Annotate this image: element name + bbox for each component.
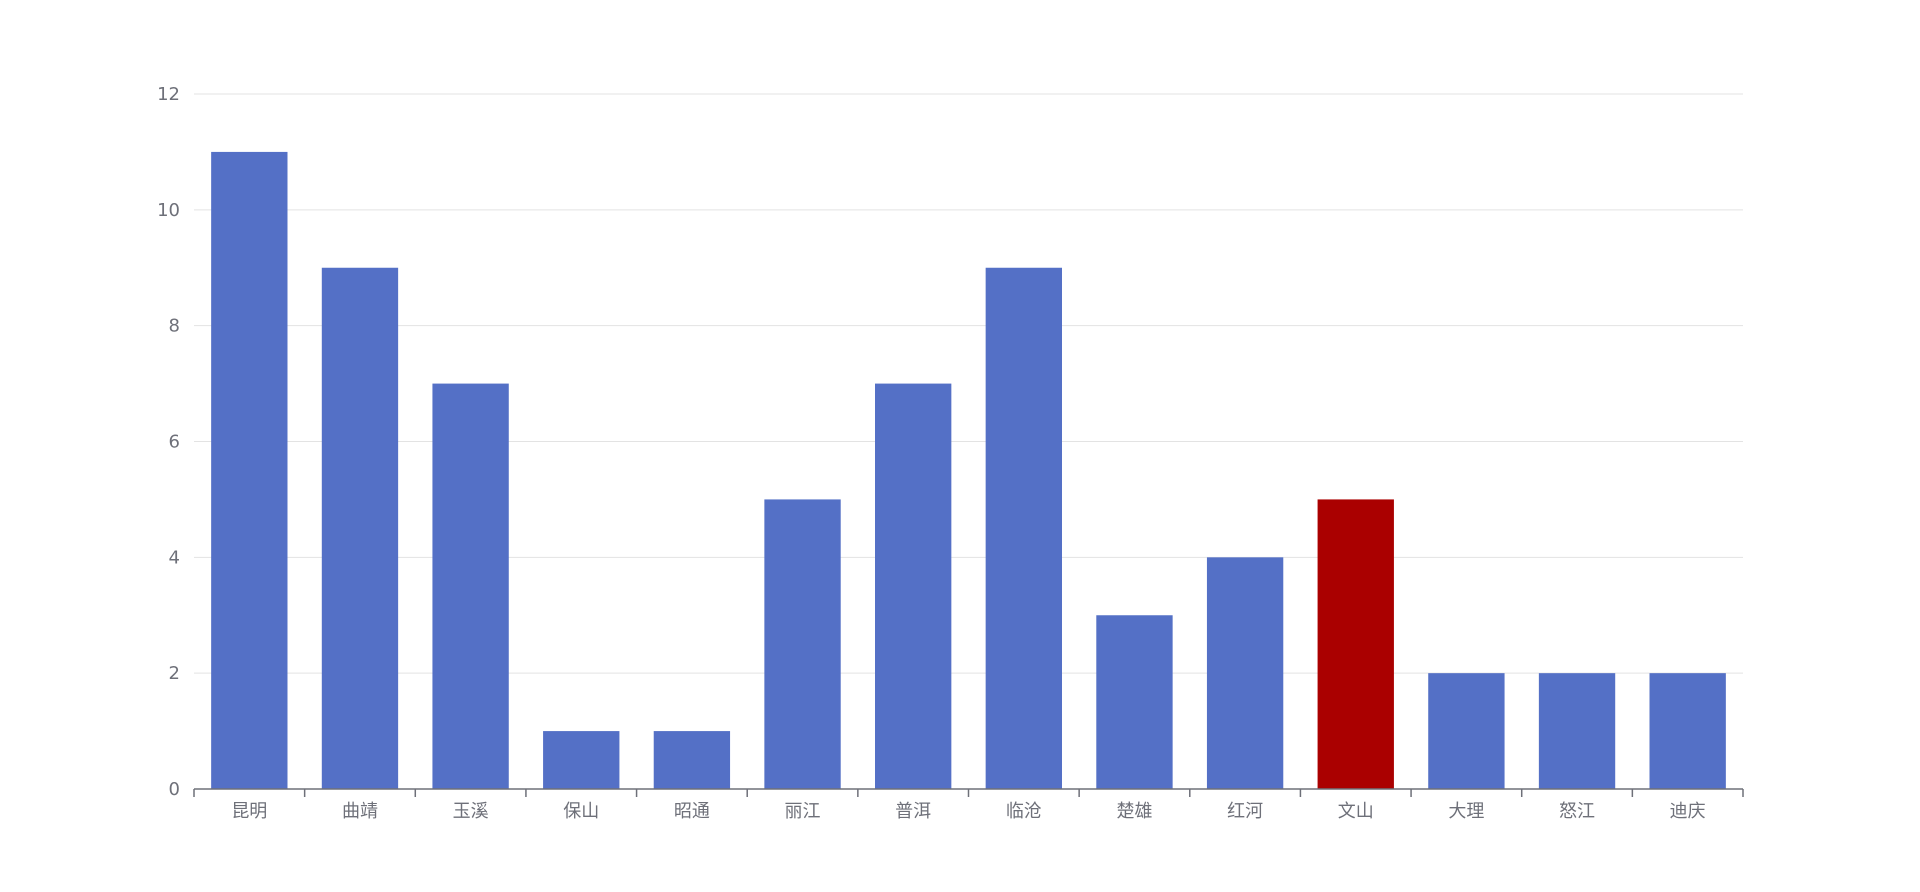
bar-0[interactable] bbox=[211, 151, 288, 789]
x-tick-label: 文山 bbox=[1338, 801, 1374, 822]
bar-1[interactable] bbox=[321, 267, 399, 789]
x-tick-label: 怒江 bbox=[1559, 801, 1595, 822]
bar-11[interactable] bbox=[1428, 673, 1505, 789]
x-tick-label: 楚雄 bbox=[1116, 801, 1152, 822]
bar-13[interactable] bbox=[1649, 673, 1726, 789]
y-tick-label: 0 bbox=[169, 779, 180, 800]
bar-7[interactable] bbox=[985, 267, 1062, 789]
bar-12[interactable] bbox=[1538, 673, 1616, 789]
y-tick-label: 12 bbox=[157, 84, 180, 105]
y-tick-label: 6 bbox=[169, 432, 180, 453]
y-tick-label: 2 bbox=[169, 663, 180, 684]
axes bbox=[193, 788, 1744, 797]
x-tick-label: 红河 bbox=[1227, 801, 1263, 822]
x-tick-label: 临沧 bbox=[1006, 801, 1042, 822]
x-tick-label: 大理 bbox=[1448, 801, 1484, 822]
bar-9[interactable] bbox=[1206, 557, 1284, 789]
y-tick-label: 4 bbox=[169, 547, 180, 568]
x-tick-label: 昆明 bbox=[231, 801, 267, 822]
x-tick-label: 昭通 bbox=[674, 801, 710, 822]
x-tick-label: 保山 bbox=[563, 801, 599, 822]
bar-3[interactable] bbox=[543, 731, 620, 789]
x-tick-label: 玉溪 bbox=[453, 801, 489, 822]
x-tick-label: 曲靖 bbox=[342, 801, 378, 822]
bar-5[interactable] bbox=[764, 499, 841, 789]
x-tick-label: 迪庆 bbox=[1670, 801, 1706, 822]
y-tick-label: 10 bbox=[157, 200, 180, 221]
bar-6[interactable] bbox=[875, 383, 952, 789]
bar-10[interactable] bbox=[1317, 499, 1394, 789]
bar-2[interactable] bbox=[432, 383, 509, 789]
x-tick-label: 丽江 bbox=[785, 801, 821, 822]
bar-4[interactable] bbox=[653, 731, 731, 789]
x-tick-label: 普洱 bbox=[895, 801, 931, 822]
grid-lines bbox=[194, 93, 1743, 674]
bar-8[interactable] bbox=[1096, 615, 1173, 789]
tick-labels: 0 2 4 6 8 10 12 昆明 曲靖 玉溪 保山 昭通 丽江 普洱 临沧 楚雄 红河 文山 大理 怒江 迪庆 bbox=[157, 84, 1706, 822]
y-tick-label: 8 bbox=[169, 316, 180, 337]
bars bbox=[211, 151, 1726, 789]
